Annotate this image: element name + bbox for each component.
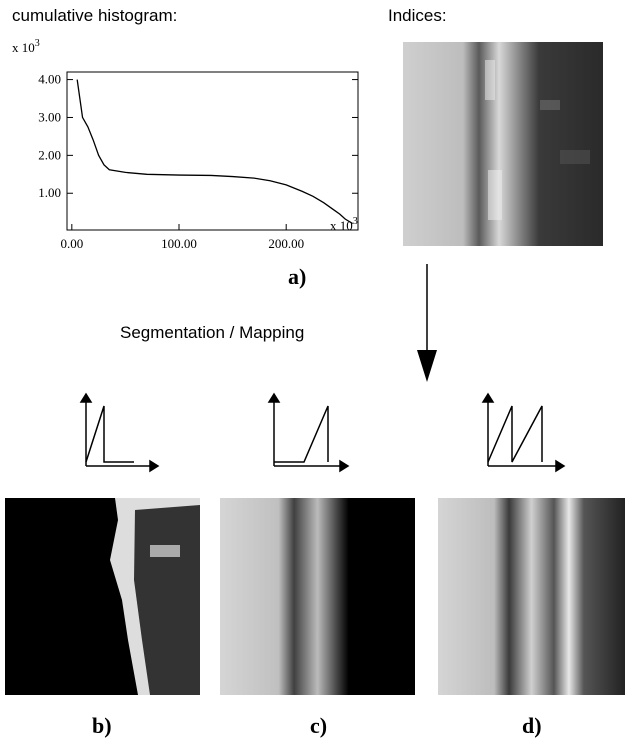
plot-frame — [66, 71, 359, 231]
indices-image — [403, 42, 603, 246]
y-tick-label: 2.00 — [38, 147, 61, 162]
x-tick-label: 200.00 — [268, 236, 304, 251]
panel-label: b) — [92, 713, 112, 738]
panel-label: d) — [522, 713, 542, 738]
image-texture — [485, 60, 590, 220]
arrow-head — [417, 350, 437, 382]
mapping-diagram — [481, 392, 566, 473]
panel-label: a) — [288, 264, 306, 289]
y-tick-label: 3.00 — [38, 109, 61, 124]
segmented-image — [438, 498, 625, 695]
y-tick-label: 4.00 — [38, 72, 61, 87]
indices-title: Indices: — [388, 6, 447, 25]
x-tick-label: 0.00 — [60, 236, 83, 251]
panel-label: c) — [310, 713, 327, 738]
mapping-diagram — [79, 392, 160, 473]
mapping-diagram — [267, 392, 350, 473]
x-multiplier: x 103 — [330, 216, 358, 233]
y-tick-label: 1.00 — [38, 185, 61, 200]
chart-title: cumulative histogram: — [12, 6, 177, 25]
arrow-label: Segmentation / Mapping — [120, 323, 304, 342]
line — [76, 79, 353, 225]
x-tick-label: 100.00 — [161, 236, 197, 251]
segmented-image — [220, 498, 415, 695]
y-multiplier: x 103 — [12, 38, 40, 55]
image-region — [150, 545, 180, 557]
